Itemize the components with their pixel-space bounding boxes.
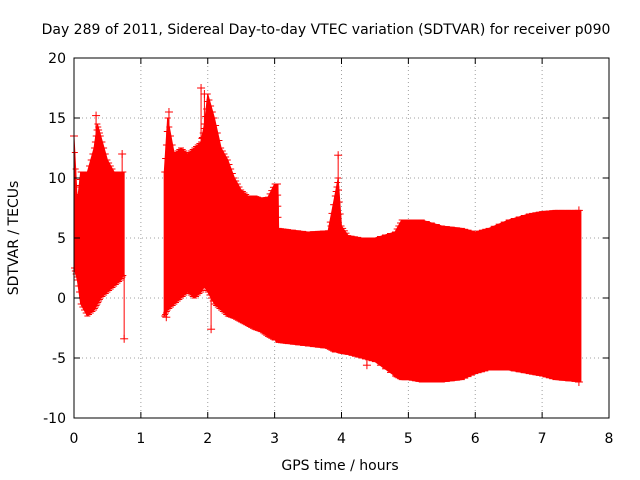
outlier-point [334,151,343,238]
x-axis-label: GPS time / hours [281,458,398,474]
outlier-point [327,222,336,238]
outlier-point [197,84,206,238]
outlier-point [92,111,101,238]
y-axis-label: SDTVAR / TECUs [6,181,22,296]
chart-title: Day 289 of 2011, Sidereal Day-to-day VTE… [42,22,611,38]
outlier-point [574,274,583,386]
outlier-point [118,150,127,238]
outlier-point [120,274,129,343]
outlier-point [164,108,173,238]
x-tick-label: 3 [270,431,279,447]
x-tick-label: 5 [404,431,413,447]
outlier-point [200,90,209,238]
outlier-point [198,134,207,238]
y-tick-label: 15 [48,111,66,127]
y-tick-label: 0 [57,291,66,307]
y-tick-label: 20 [48,51,66,67]
x-tick-label: 0 [70,431,79,447]
x-tick-label: 4 [337,431,346,447]
y-tick-label: -5 [52,351,66,367]
x-tick-label: 6 [471,431,480,447]
outlier-point [574,206,583,238]
y-tick-label: 10 [48,171,66,187]
y-tick-label: 5 [57,231,66,247]
x-tick-label: 1 [136,431,145,447]
outlier-point [207,274,216,334]
outlier-point [362,274,371,370]
axis-ticks: 0 1 2 3 4 5 6 7 8 -10 -5 0 5 10 15 20 [43,51,613,447]
x-tick-label: 2 [203,431,212,447]
x-tick-label: 7 [538,431,547,447]
y-tick-label: -10 [43,411,66,427]
data-series [70,84,583,386]
x-tick-label: 8 [605,431,614,447]
outlier-point [162,274,171,322]
